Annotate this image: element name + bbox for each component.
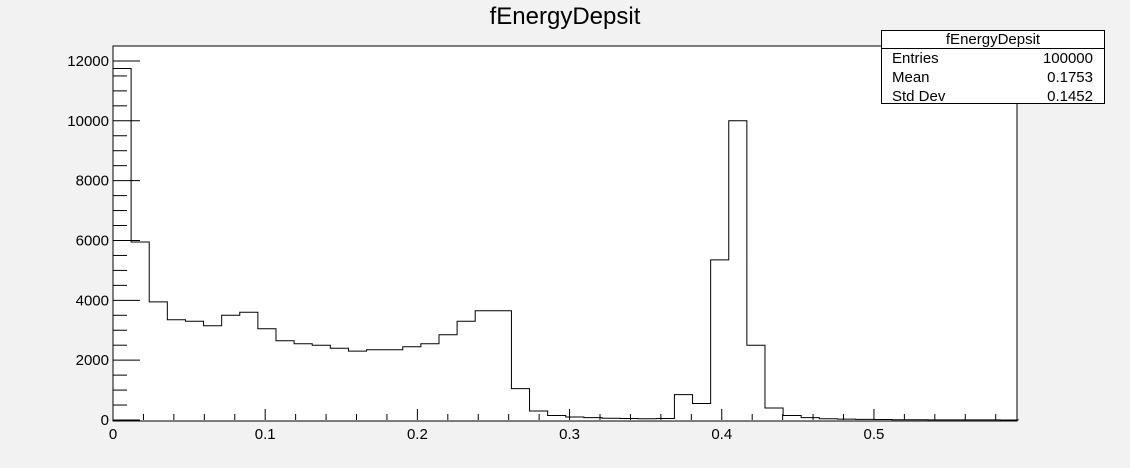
x-tick-label: 0 — [109, 426, 117, 443]
stats-label: Entries — [892, 50, 939, 67]
x-tick-label: 0.5 — [864, 426, 885, 443]
stats-row-std-dev: Std Dev 0.1452 — [882, 87, 1104, 106]
chart-title: fEnergyDepsit — [489, 3, 641, 30]
y-tick-label: 4000 — [76, 292, 109, 309]
stats-box: fEnergyDepsit Entries 100000 Mean 0.1753… — [881, 30, 1105, 106]
stats-value: 0.1753 — [1047, 69, 1093, 86]
x-tick-label: 0.1 — [255, 426, 276, 443]
x-tick-label: 0.2 — [407, 426, 428, 443]
x-tick-label: 0.4 — [711, 426, 732, 443]
stats-row-entries: Entries 100000 — [882, 49, 1104, 68]
x-axis: 0 0.1 0.2 0.3 0.4 0.5 — [109, 409, 997, 443]
stats-box-title: fEnergyDepsit — [882, 31, 1104, 49]
stats-value: 0.1452 — [1047, 88, 1093, 105]
y-tick-label: 2000 — [76, 352, 109, 369]
plot-frame — [112, 45, 1018, 422]
stats-value: 100000 — [1042, 50, 1093, 67]
y-tick-label: 6000 — [76, 232, 109, 249]
stats-row-mean: Mean 0.1753 — [882, 68, 1104, 87]
y-tick-label: 8000 — [76, 173, 109, 190]
y-tick-label: 0 — [101, 412, 109, 429]
x-tick-label: 0.3 — [559, 426, 580, 443]
stats-label: Mean — [892, 69, 930, 86]
stats-label: Std Dev — [892, 88, 946, 105]
y-axis: 0 2000 4000 6000 8000 10000 12000 — [67, 45, 140, 429]
y-tick-label: 10000 — [67, 113, 109, 130]
y-tick-label: 12000 — [67, 53, 109, 70]
